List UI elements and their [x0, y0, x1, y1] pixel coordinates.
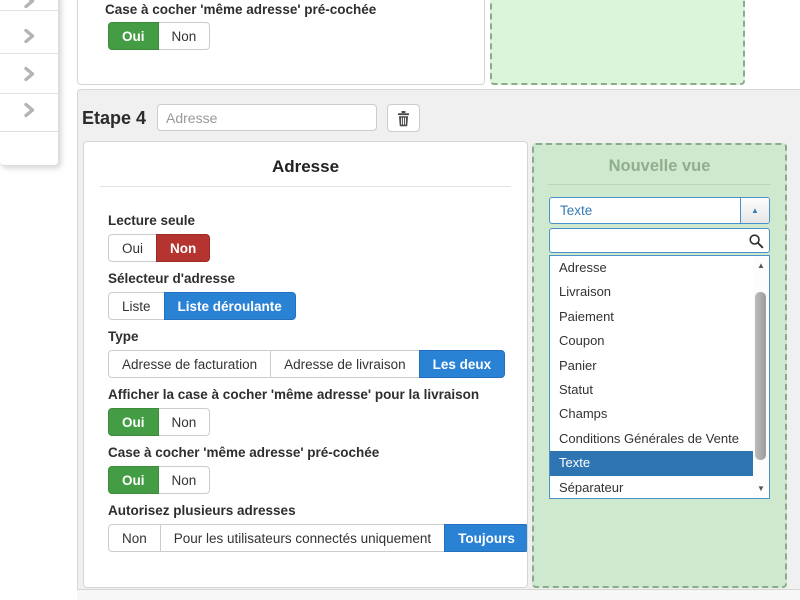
list-item[interactable]: Livraison: [559, 284, 612, 300]
settings-list: Lecture seule Oui Non Sélecteur d'adress…: [84, 213, 527, 552]
select-value: Texte: [560, 203, 593, 218]
scroll-down-button[interactable]: ▼: [753, 484, 769, 493]
list-item[interactable]: Paiement: [559, 308, 614, 324]
toggle-oui-button[interactable]: Oui: [108, 22, 159, 50]
view-type-select[interactable]: Texte ▲: [549, 197, 770, 224]
toggle-non-button[interactable]: Non: [157, 466, 211, 494]
list-item[interactable]: Champs: [559, 406, 608, 422]
toggle-pre-checked-group: Oui Non: [108, 22, 211, 50]
trash-icon: [398, 110, 409, 126]
list-item[interactable]: Séparateur: [559, 479, 624, 495]
toggle-afficher-case: Oui Non: [108, 408, 211, 436]
list-item[interactable]: Statut: [559, 381, 593, 397]
setting-label: Afficher la case à cocher 'même adresse'…: [108, 387, 480, 402]
view-search-input[interactable]: [550, 229, 748, 252]
chevron-right-icon: [24, 0, 35, 9]
setting-label: Case à cocher 'même adresse' pré-cochée: [105, 2, 377, 17]
list-item[interactable]: Panier: [559, 357, 597, 373]
toggle-les-deux-button[interactable]: Les deux: [418, 350, 506, 378]
view-search-box: [549, 228, 770, 253]
toggle-non-button[interactable]: Non: [157, 22, 211, 50]
list-item[interactable]: Adresse: [559, 260, 607, 275]
toggle-facturation-button[interactable]: Adresse de facturation: [108, 350, 272, 378]
delete-step-button[interactable]: [387, 104, 420, 132]
setting-label: Case à cocher 'même adresse' pré-cochée: [108, 445, 380, 460]
sidebar-step-expand[interactable]: [22, 102, 36, 118]
address-settings-panel: Adresse Lecture seule Oui Non Sélecteur …: [83, 141, 528, 588]
chevron-right-icon: [24, 28, 35, 44]
toggle-toujours-button[interactable]: Toujours: [444, 524, 527, 552]
view-drop-zone-top[interactable]: [490, 0, 745, 85]
new-view-drop-zone[interactable]: Nouvelle vue Texte ▲ Adresse Livraison P…: [532, 143, 787, 588]
toggle-oui-button[interactable]: Oui: [108, 466, 159, 494]
setting-label: Lecture seule: [108, 213, 196, 228]
scroll-up-button[interactable]: ▲: [753, 261, 769, 270]
scrollbar: ▲ ▼: [753, 256, 769, 498]
scroll-thumb[interactable]: [755, 292, 766, 460]
sidebar-step-expand[interactable]: [22, 0, 36, 9]
next-section-edge: [77, 589, 800, 600]
triangle-down-icon: ▼: [757, 484, 765, 493]
divider: [0, 10, 58, 11]
divider: [548, 184, 771, 185]
step-name-input[interactable]: [157, 104, 377, 131]
panel-title: Adresse: [271, 157, 340, 176]
list-item[interactable]: Conditions Générales de Vente: [559, 430, 739, 446]
toggle-type: Adresse de facturation Adresse de livrai…: [108, 350, 506, 378]
previous-step-panel: Case à cocher 'même adresse' pré-cochée …: [77, 0, 485, 85]
toggle-non-button[interactable]: Non: [156, 234, 211, 262]
options-container: Adresse Livraison Paiement Coupon Panier…: [550, 256, 753, 498]
chevron-right-icon: [24, 66, 35, 82]
list-item[interactable]: Coupon: [559, 333, 605, 349]
toggle-oui-button[interactable]: Oui: [108, 234, 158, 262]
toggle-plusieurs-adresses: Non Pour les utilisateurs connectés uniq…: [108, 524, 527, 552]
list-item-selected[interactable]: Texte: [550, 451, 753, 476]
chevron-right-icon: [24, 102, 35, 118]
toggle-non-button[interactable]: Non: [108, 524, 161, 552]
toggle-selecteur-adresse: Liste Liste déroulante: [108, 292, 296, 320]
triangle-up-icon: ▲: [757, 261, 765, 270]
collapsed-steps-sidebar: [0, 0, 59, 166]
toggle-oui-button[interactable]: Oui: [108, 408, 159, 436]
toggle-lecture-seule: Oui Non: [108, 234, 211, 262]
toggle-liste-deroulante-button[interactable]: Liste déroulante: [163, 292, 296, 320]
divider: [100, 186, 511, 187]
divider: [0, 93, 58, 94]
toggle-liste-button[interactable]: Liste: [108, 292, 165, 320]
panel-title: Nouvelle vue: [608, 157, 711, 175]
chevron-up-icon[interactable]: ▲: [740, 198, 769, 223]
step-title: Etape 4: [82, 108, 147, 128]
toggle-connectes-button[interactable]: Pour les utilisateurs connectés uniqueme…: [159, 524, 446, 552]
divider: [0, 53, 58, 54]
search-icon: [748, 233, 764, 249]
toggle-non-button[interactable]: Non: [157, 408, 211, 436]
setting-label: Type: [108, 329, 139, 344]
toggle-pre-cochee: Oui Non: [108, 466, 211, 494]
sidebar-step-expand[interactable]: [22, 66, 36, 82]
sidebar-step-expand[interactable]: [22, 28, 36, 44]
setting-label: Sélecteur d'adresse: [108, 271, 236, 286]
divider: [0, 131, 58, 132]
view-options-list: Adresse Livraison Paiement Coupon Panier…: [549, 255, 770, 499]
toggle-livraison-button[interactable]: Adresse de livraison: [270, 350, 420, 378]
setting-label: Autorisez plusieurs adresses: [108, 503, 296, 518]
